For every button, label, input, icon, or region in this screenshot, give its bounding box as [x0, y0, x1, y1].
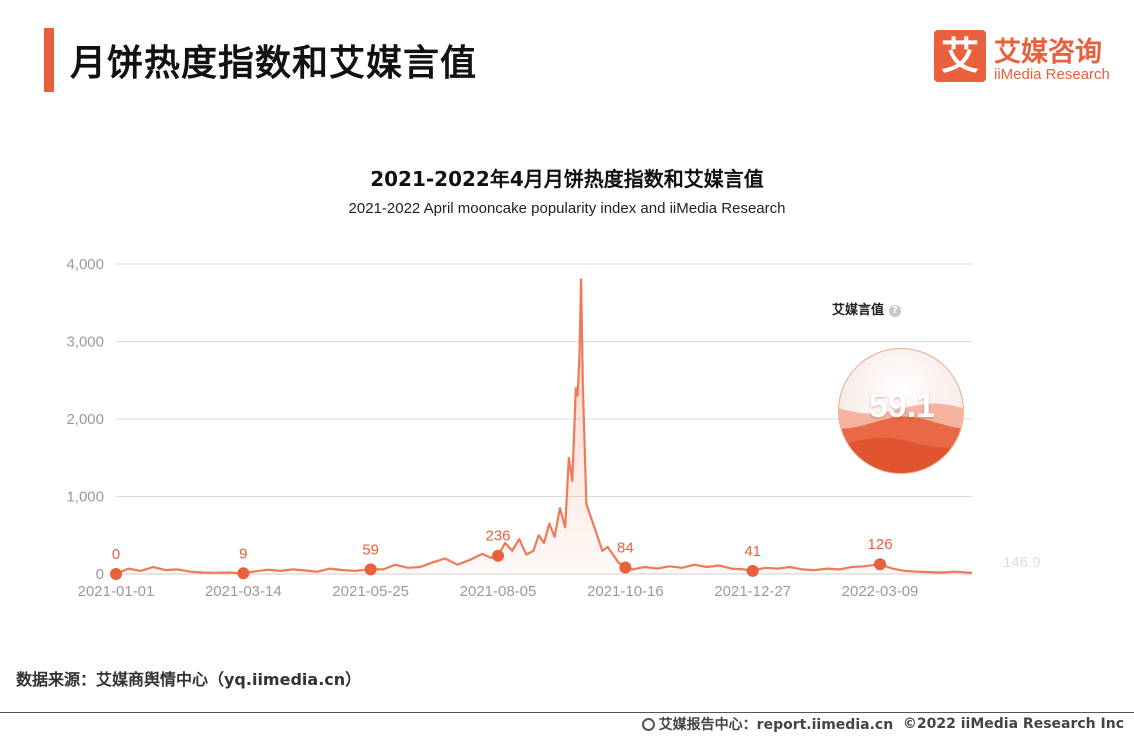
- chart-subtitle: 2021-2022 April mooncake popularity inde…: [348, 200, 786, 217]
- gauge-label: 艾媒言值?: [832, 299, 902, 318]
- y-tick-label: 2,000: [66, 411, 104, 428]
- data-label: 126: [868, 536, 893, 553]
- x-tick-label: 2022-03-09: [842, 583, 919, 600]
- data-point-marker[interactable]: [874, 558, 887, 571]
- series-line: [115, 278, 973, 576]
- x-tick-label: 2021-05-25: [332, 583, 409, 600]
- data-source: 数据来源：艾媒商舆情中心（yq.iimedia.cn）: [16, 670, 362, 689]
- logo-mark: 艾: [934, 30, 986, 82]
- x-tick-label: 2021-01-01: [78, 583, 155, 600]
- globe-icon: [641, 717, 655, 731]
- x-axis-ticks: 2021-01-01 2021-03-14 2021-05-25 2021-08-05…: [78, 583, 919, 600]
- footer: 艾媒报告中心：report.iimedia.cn ©2022 iiMedia R…: [641, 714, 1124, 734]
- gauge-value: 59.1: [868, 387, 936, 425]
- data-label: 236: [486, 528, 511, 545]
- data-label: 0: [112, 546, 120, 563]
- data-point-marker[interactable]: [746, 564, 759, 577]
- footer-report[interactable]: 艾媒报告中心：report.iimedia.cn: [658, 717, 894, 733]
- brand-logo: 艾 艾媒咨询 iiMedia Research: [934, 30, 1124, 86]
- footer-divider: [0, 712, 1134, 713]
- data-label: 9: [239, 545, 247, 562]
- logo-text-en: iiMedia Research: [994, 66, 1110, 83]
- x-tick-label: 2021-03-14: [205, 583, 282, 600]
- last-value-label: 146.9: [1003, 554, 1041, 571]
- gauge-label-text: 艾媒言值: [832, 303, 885, 318]
- logo-text-cn: 艾媒咨询: [994, 37, 1102, 68]
- y-tick-label: 0: [96, 566, 104, 583]
- data-point-marker[interactable]: [619, 561, 632, 574]
- footer-copyright: ©2022 iiMedia Research Inc: [902, 716, 1124, 732]
- chart-title: 2021-2022年4月月饼热度指数和艾媒言值: [370, 167, 764, 191]
- title-accent-bar: [44, 28, 54, 92]
- data-label: 84: [617, 539, 634, 556]
- data-label: 59: [362, 541, 379, 558]
- y-axis-ticks: 0 1,000 2,000 3,000 4,000: [66, 256, 104, 583]
- x-tick-label: 2021-12-27: [714, 583, 791, 600]
- data-point-marker[interactable]: [110, 568, 122, 580]
- x-tick-label: 2021-10-16: [587, 583, 664, 600]
- annotation-markers: 0 9 59 236 84 41 126: [110, 528, 893, 580]
- question-circle-icon[interactable]: ?: [889, 304, 902, 317]
- y-tick-label: 1,000: [66, 489, 104, 506]
- data-point-marker[interactable]: [237, 567, 250, 580]
- y-tick-label: 3,000: [66, 334, 104, 351]
- score-gauge: 59.1: [838, 348, 964, 474]
- data-point-marker[interactable]: [364, 563, 377, 576]
- data-label: 41: [744, 543, 761, 560]
- page-title: 月饼热度指数和艾媒言值: [70, 43, 478, 84]
- x-tick-label: 2021-08-05: [460, 583, 537, 600]
- gauge-wave-front: [839, 437, 963, 473]
- data-point-marker[interactable]: [492, 549, 505, 562]
- y-tick-label: 4,000: [66, 256, 104, 273]
- gauge-wave: [839, 403, 963, 473]
